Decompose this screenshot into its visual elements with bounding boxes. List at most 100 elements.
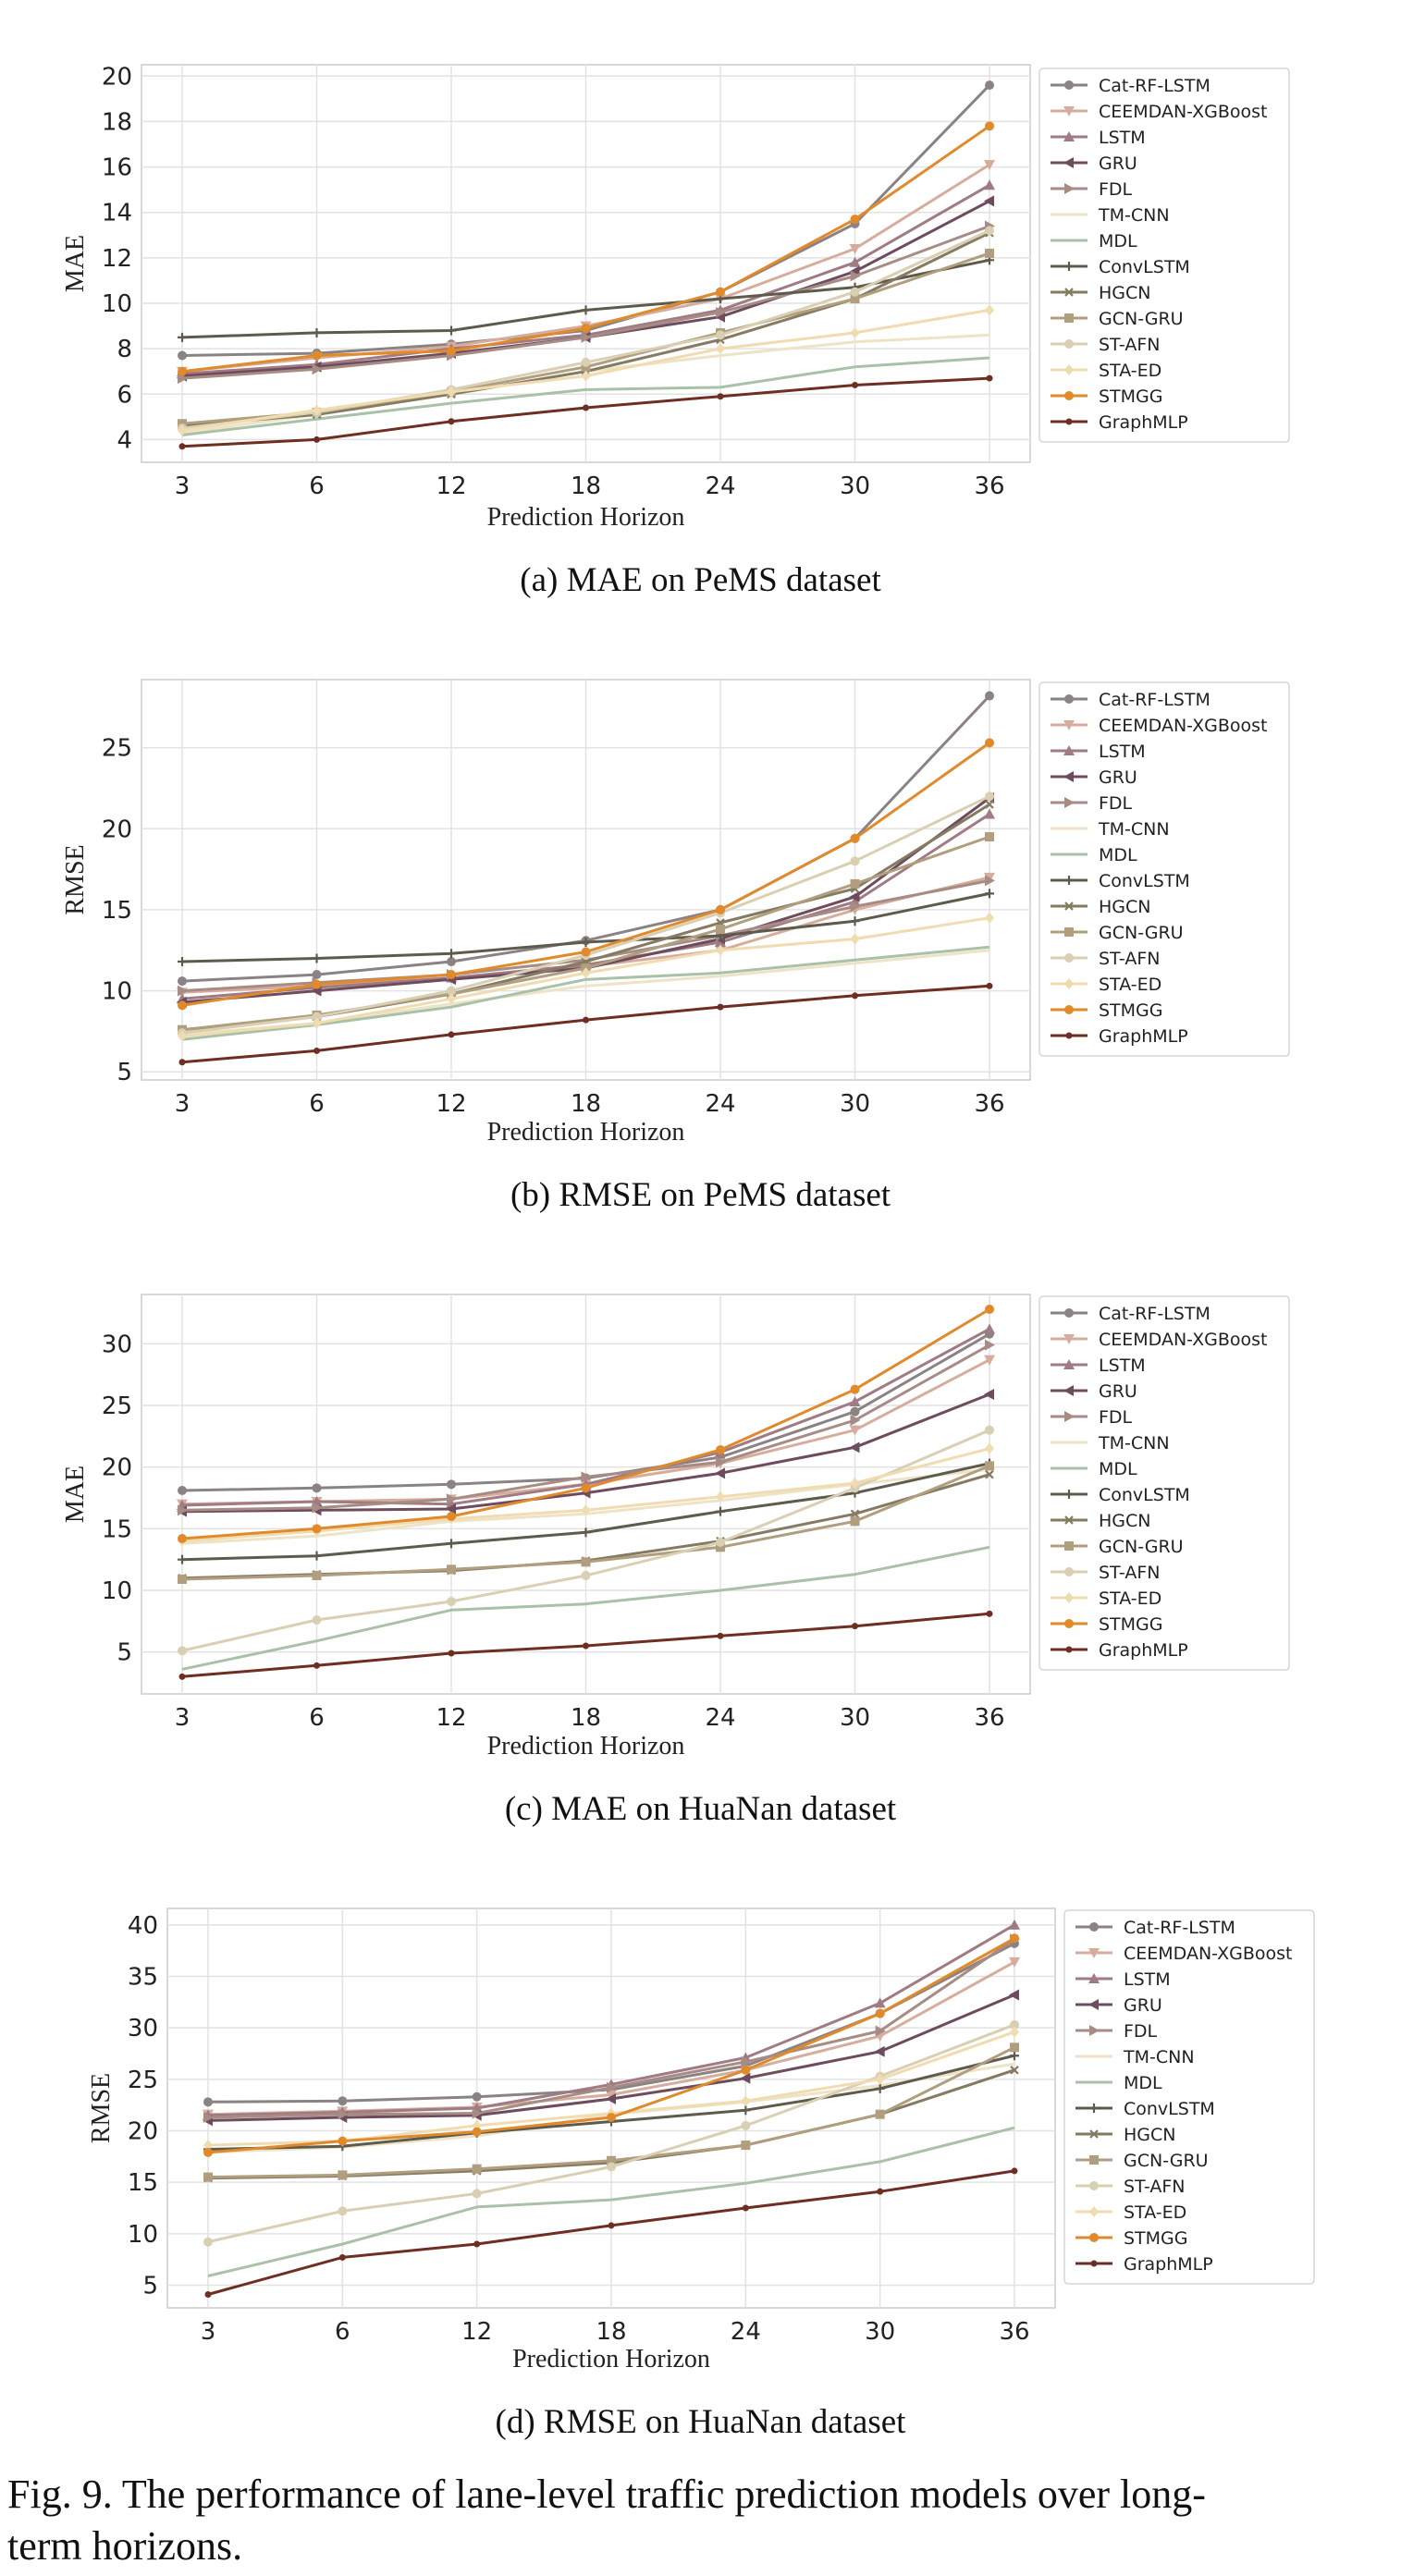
chart-d-y-tick-label: 15: [128, 2169, 158, 2197]
chart-b-legend-marker-hgcn: [1064, 902, 1074, 911]
chart-d-legend-label-cat-rf-lstm: Cat-RF-LSTM: [1124, 1918, 1235, 1938]
chart-a-legend-marker-cat-rf-lstm: [1064, 80, 1074, 90]
chart-d-series-line-mdl: [207, 2126, 1015, 2277]
chart-d-data-point-gcn-gru: [338, 2170, 348, 2180]
chart-b-data-point-convlstm: [581, 937, 591, 947]
chart-d-x-tick-label: 36: [999, 2318, 1029, 2346]
chart-c-legend-marker-fdl: [1064, 1411, 1075, 1422]
chart-d-legend-marker-fdl: [1089, 2025, 1100, 2036]
chart-c-x-tick-label: 18: [571, 1704, 601, 1732]
subplot-d-caption: (d) RMSE on HuaNan dataset: [495, 2403, 906, 2441]
chart-d-data-point-graphmlp: [338, 2253, 346, 2261]
chart-c-data-point-gcn-gru: [447, 1564, 456, 1575]
chart-b-legend-marker-stmgg: [1064, 1005, 1074, 1014]
chart-b-data-point-gru: [849, 890, 860, 902]
chart-d-x-tick-label: 12: [461, 2318, 492, 2346]
chart-a-y-tick-label: 18: [102, 108, 132, 136]
chart-c-legend-label-cat-rf-lstm: Cat-RF-LSTM: [1099, 1304, 1211, 1324]
chart-c-legend-label-gcn-gru: GCN-GRU: [1099, 1537, 1184, 1557]
chart-a-legend-label-gru: GRU: [1099, 153, 1137, 174]
chart-d-data-point-graphmlp: [204, 2291, 212, 2299]
chart-d-data-point-lstm: [1009, 1919, 1020, 1930]
chart-a-data-point-sta-ed: [312, 404, 322, 416]
chart-b-series-graphmlp: [178, 982, 993, 1066]
chart-c-legend-box: [1038, 1295, 1290, 1671]
chart-a-data-point-graphmlp: [448, 418, 455, 425]
chart-a-legend-label-graphmlp: GraphMLP: [1099, 412, 1188, 433]
chart-c-legend: Cat-RF-LSTM CEEMDAN-XGBoost LSTM GRU FDL TM-C…: [1038, 1295, 1290, 1671]
chart-a-legend-label-fdl: FDL: [1099, 179, 1133, 200]
chart-c-data-point-fdl: [850, 1415, 861, 1426]
chart-a-data-point-graphmlp: [986, 374, 993, 382]
chart-d-data-point-gcn-gru: [741, 2141, 751, 2151]
chart-a-y-tick-label: 6: [117, 381, 132, 409]
chart-d-legend-label-convlstm: ConvLSTM: [1124, 2099, 1215, 2119]
chart-b-data-point-st-afn: [312, 1012, 322, 1022]
chart-d-data-point-ceemdan-xgboost: [606, 2090, 617, 2101]
chart-b-legend-label-convlstm: ConvLSTM: [1099, 871, 1190, 891]
chart-c-legend-label-fdl: FDL: [1099, 1407, 1133, 1428]
chart-d-data-point-stmgg: [1010, 1933, 1019, 1944]
chart-c-series-graphmlp: [178, 1610, 993, 1680]
chart-d-legend-marker-hgcn: [1089, 2129, 1099, 2139]
chart-a-legend: Cat-RF-LSTM CEEMDAN-XGBoost LSTM GRU FDL TM-C…: [1038, 67, 1290, 443]
chart-a-legend-marker-convlstm: [1064, 262, 1074, 271]
chart-d-data-point-convlstm: [1010, 2051, 1019, 2061]
chart-a-data-point-graphmlp: [313, 435, 320, 443]
chart-a-data-point-stmgg: [716, 287, 725, 297]
chart-d-legend-marker-graphmlp: [1090, 2260, 1098, 2267]
chart-b-data-point-graphmlp: [178, 1059, 186, 1066]
chart-d-data-point-st-afn: [1010, 2019, 1019, 2030]
chart-a-data-point-stmgg: [312, 350, 322, 361]
chart-a-y-tick-label: 4: [117, 426, 132, 454]
chart-b-data-point-cat-rf-lstm: [447, 957, 456, 967]
chart-b-series-stmgg: [178, 738, 994, 1011]
chart-a-legend-marker-fdl: [1064, 183, 1075, 194]
chart-a-series-line-mdl: [181, 356, 990, 436]
chart-a-data-point-gru: [984, 195, 994, 207]
chart-d-legend-marker-gru: [1088, 1999, 1099, 2010]
chart-d-data-point-gru: [606, 2092, 616, 2104]
chart-b-data-point-graphmlp: [583, 1016, 589, 1024]
chart-b-data-point-stmgg: [178, 1000, 187, 1011]
chart-c-data-point-convlstm: [581, 1527, 591, 1538]
chart-d-x-axis-label: Prediction Horizon: [512, 2345, 710, 2374]
chart-d-x-tick-label: 6: [335, 2318, 350, 2346]
chart-a-data-point-stmgg: [178, 366, 187, 376]
chart-c-data-point-stmgg: [581, 1483, 591, 1493]
chart-b-x-tick-label: 36: [974, 1090, 1004, 1118]
chart-b-x-tick-label: 24: [705, 1090, 735, 1118]
chart-c-data-point-fdl: [985, 1339, 995, 1351]
chart-d-data-point-convlstm: [741, 2105, 751, 2116]
chart-c-data-point-ceemdan-xgboost: [849, 1425, 861, 1436]
chart-a-data-point-convlstm: [447, 325, 456, 336]
chart-b-data-point-fdl: [985, 875, 995, 887]
chart-a-y-tick-label: 16: [102, 154, 132, 182]
chart-c-data-point-stmgg: [312, 1524, 322, 1534]
chart-d-legend-box: [1063, 1909, 1315, 2285]
chart-b-legend-label-graphmlp: GraphMLP: [1099, 1026, 1188, 1047]
chart-d-y-tick-label: 5: [142, 2273, 158, 2300]
chart-c-data-point-gcn-gru: [178, 1575, 187, 1584]
chart-c-y-axis-label: MAE: [61, 1466, 90, 1523]
chart-b-data-point-sta-ed: [716, 944, 725, 956]
chart-d-data-point-cat-rf-lstm: [472, 2091, 482, 2102]
chart-c-data-point-fdl: [447, 1493, 457, 1505]
chart-a-data-point-fdl: [716, 306, 726, 318]
chart-d-legend-label-sta-ed: STA-ED: [1124, 2202, 1186, 2223]
chart-a-legend-label-st-afn: ST-AFN: [1099, 335, 1161, 355]
chart-c-legend-marker-graphmlp: [1065, 1646, 1073, 1653]
chart-a-legend-label-sta-ed: STA-ED: [1099, 361, 1161, 381]
chart-c-legend-marker-ceemdan-xgboost: [1063, 1334, 1075, 1344]
chart-b-data-point-cat-rf-lstm: [178, 976, 187, 987]
chart-c-y-tick-label: 30: [102, 1331, 132, 1358]
chart-c-data-point-graphmlp: [852, 1623, 858, 1630]
chart-b-data-point-graphmlp: [313, 1047, 320, 1054]
chart-a-legend-label-stmgg: STMGG: [1099, 386, 1163, 407]
chart-c-legend-label-stmgg: STMGG: [1099, 1614, 1163, 1635]
chart-a-data-point-cat-rf-lstm: [985, 80, 994, 91]
chart-a-data-point-sta-ed: [985, 304, 994, 316]
chart-b-data-point-stmgg: [716, 904, 725, 914]
